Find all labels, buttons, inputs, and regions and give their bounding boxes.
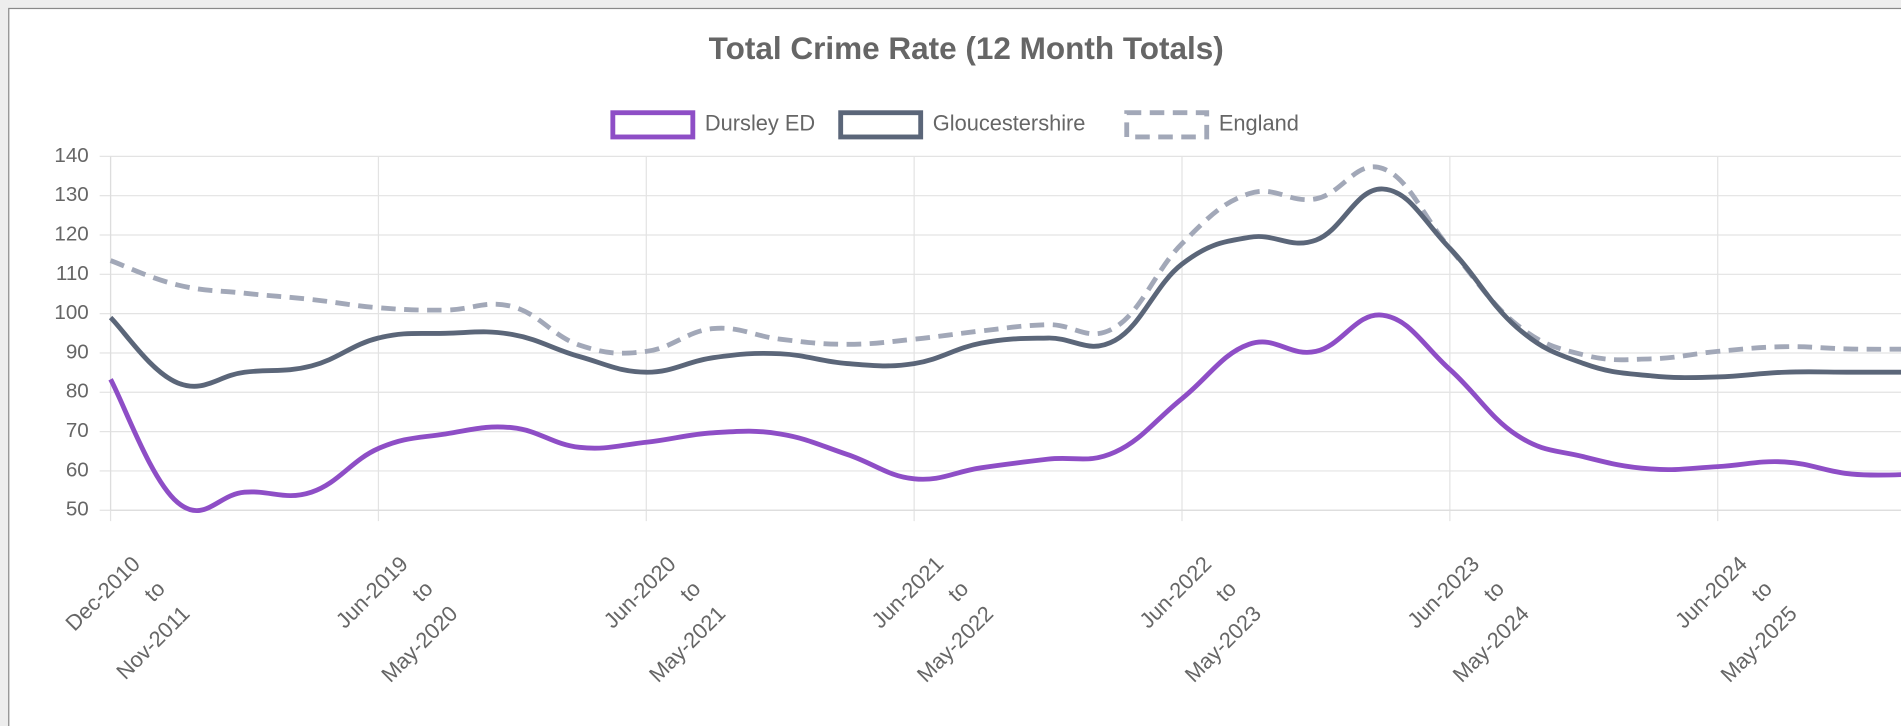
y-tick-label: 120	[54, 222, 88, 245]
y-tick-label: 110	[56, 262, 89, 285]
legend-swatch	[610, 110, 696, 140]
y-tick-label: 70	[66, 419, 89, 442]
legend-swatch	[838, 110, 924, 140]
legend-label: Dursley ED	[705, 111, 815, 136]
y-tick-label: 140	[54, 144, 88, 167]
series-line	[109, 164, 1901, 363]
y-tick-label: 50	[66, 498, 89, 521]
y-tick-label: 80	[66, 380, 89, 403]
legend-label: Gloucestershire	[933, 111, 1086, 136]
series-line	[108, 186, 1901, 389]
legend-swatch	[1124, 110, 1210, 140]
y-tick-label: 90	[66, 340, 89, 363]
y-tick-label: 130	[54, 183, 88, 206]
legend-label: England	[1219, 111, 1299, 136]
chart-title: Total Crime Rate (12 Month Totals)	[709, 30, 1224, 66]
y-tick-label: 60	[66, 458, 89, 481]
series-line	[108, 312, 1901, 513]
y-tick-label: 100	[54, 301, 88, 324]
legend: Dursley ED Gloucestershire England	[610, 110, 1299, 140]
panel	[8, 7, 1901, 726]
